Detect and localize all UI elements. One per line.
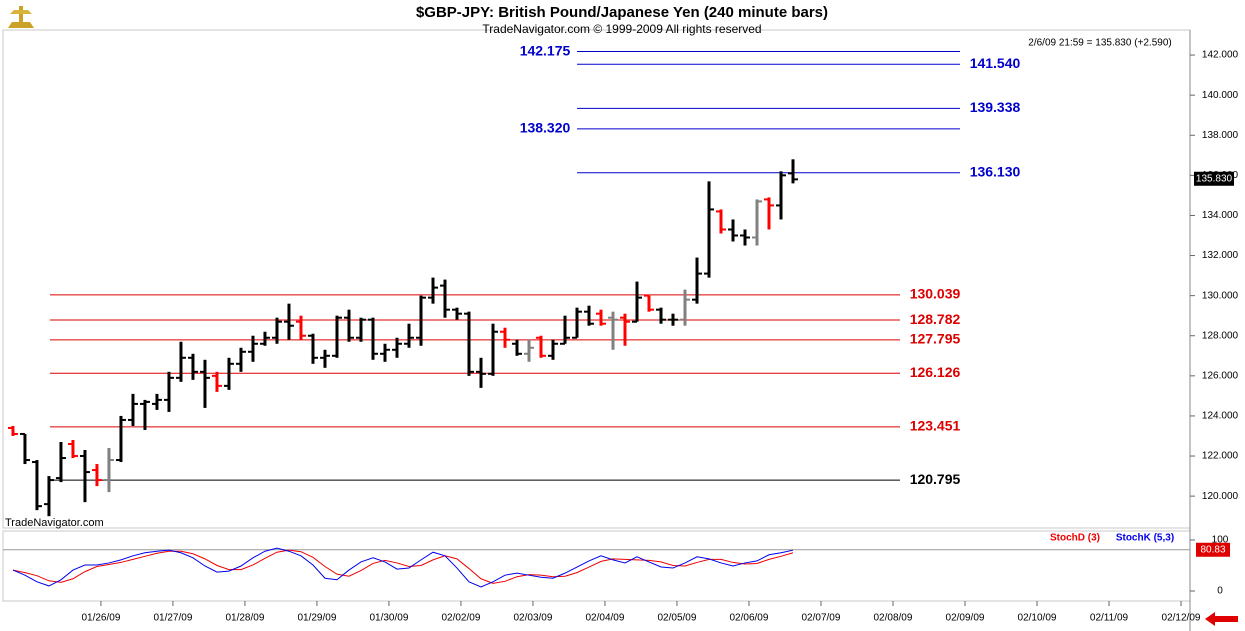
x-tick-label: 01/26/09 (81, 613, 120, 624)
x-tick-label: 01/28/09 (225, 613, 264, 624)
current-box (1196, 542, 1230, 557)
level-label: 130.039 (910, 286, 961, 302)
x-tick-label: 01/30/09 (369, 613, 408, 624)
y-tick-label: 130.000 (1202, 290, 1239, 301)
last-price-box (1194, 171, 1234, 186)
x-tick-label: 02/07/09 (802, 613, 841, 624)
y-tick-label: 132.000 (1202, 250, 1239, 261)
y-tick-label: 124.000 (1202, 411, 1239, 422)
y-tick-label: 126.000 (1202, 370, 1239, 381)
x-tick-label: 01/29/09 (297, 613, 336, 624)
level-label: 138.320 (520, 120, 571, 136)
y-tick-label: 134.000 (1202, 210, 1239, 221)
stoch-line (12, 549, 794, 584)
x-tick-label: 02/06/09 (730, 613, 769, 624)
level-label: 142.175 (520, 42, 571, 58)
y-tick-label: 138.000 (1202, 130, 1239, 141)
scroll-arrow[interactable] (1205, 612, 1238, 626)
y-tick-label: 100 (1212, 535, 1229, 546)
stoch-line (12, 547, 794, 588)
chart-title: $GBP-JPY: British Pound/Japanese Yen (24… (416, 4, 828, 21)
y-tick-label: 142.000 (1202, 50, 1239, 61)
x-tick-label: 02/09/09 (946, 613, 985, 624)
y-tick-label: 0 (1217, 586, 1223, 597)
x-tick-label: 02/05/09 (657, 613, 696, 624)
y-tick-label: 122.000 (1202, 451, 1239, 462)
logo (8, 6, 34, 28)
x-tick-label: 02/11/09 (1090, 613, 1129, 624)
current-label: 80.83 (1200, 544, 1225, 555)
level-label: 123.451 (910, 418, 961, 434)
y-tick-label: 128.000 (1202, 330, 1239, 341)
chart-subtitle: TradeNavigator.com © 1999-2009 All right… (482, 22, 761, 36)
level-label: 139.338 (970, 99, 1021, 115)
level-label: 141.540 (970, 55, 1021, 71)
x-tick-label: 02/04/09 (585, 613, 624, 624)
x-tick-label: 02/08/09 (874, 613, 913, 624)
legend-entry: StochD (3) (1050, 533, 1100, 544)
y-tick-label: 140.000 (1202, 90, 1239, 101)
level-label: 136.130 (970, 163, 1021, 179)
y-tick-label: 120.000 (1202, 491, 1239, 502)
x-tick-label: 02/12/09 (1162, 613, 1201, 624)
legend-entry: StochK (5,3) (1116, 533, 1174, 544)
level-label: 127.795 (910, 331, 961, 347)
x-tick-label: 02/02/09 (441, 613, 480, 624)
watermark: TradeNavigator.com (5, 517, 104, 529)
last-info: 2/6/09 21:59 = 135.830 (+2.590) (1028, 38, 1171, 49)
level-label: 128.782 (910, 311, 961, 327)
x-tick-label: 01/27/09 (153, 613, 192, 624)
x-tick-label: 02/10/09 (1018, 613, 1057, 624)
x-tick-label: 02/03/09 (513, 613, 552, 624)
level-label: 120.795 (910, 471, 961, 487)
level-label: 126.126 (910, 364, 961, 380)
last-price-label: 135.830 (1196, 173, 1233, 184)
